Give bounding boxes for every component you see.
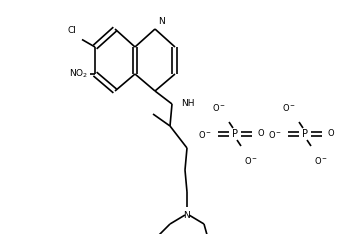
Text: O$^-$: O$^-$ (244, 155, 258, 166)
Text: O: O (258, 129, 265, 139)
Text: N: N (158, 17, 165, 26)
Text: P: P (302, 129, 308, 139)
Text: O$^-$: O$^-$ (282, 102, 296, 113)
Text: O$^-$: O$^-$ (268, 128, 282, 139)
Text: O: O (328, 129, 335, 139)
Text: NH: NH (181, 99, 194, 107)
Text: Cl: Cl (67, 26, 76, 35)
Text: O$^-$: O$^-$ (212, 102, 226, 113)
Text: N: N (184, 211, 190, 220)
Text: NO$_2$: NO$_2$ (69, 68, 88, 80)
Text: P: P (232, 129, 238, 139)
Text: O$^-$: O$^-$ (198, 128, 212, 139)
Text: O$^-$: O$^-$ (314, 155, 328, 166)
